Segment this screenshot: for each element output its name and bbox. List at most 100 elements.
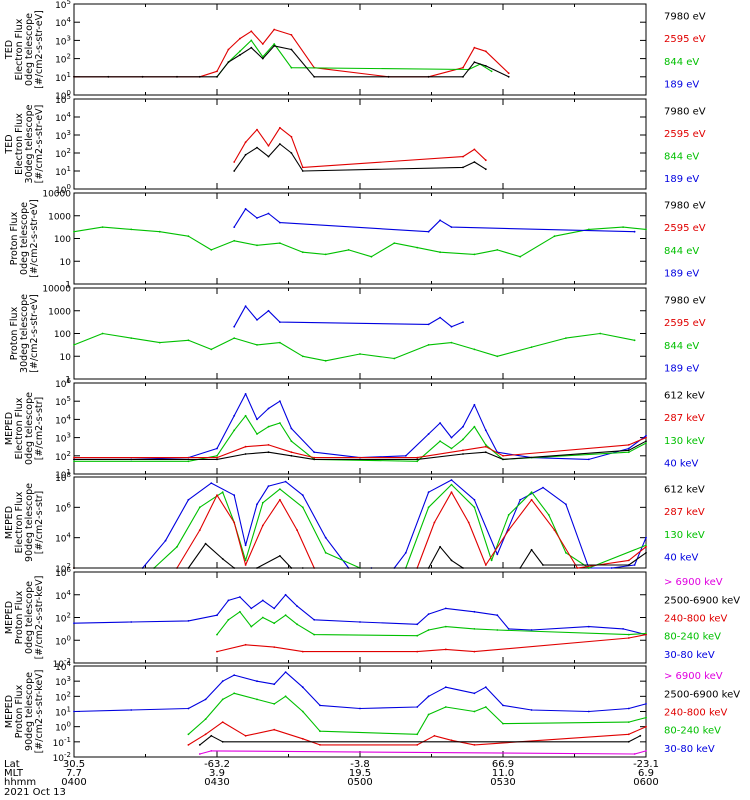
- mlt-tick-label: 19.5: [349, 768, 371, 779]
- y-tick-label: 101: [55, 468, 71, 481]
- data-point: [473, 61, 476, 64]
- data-point: [284, 593, 287, 596]
- legend-entry: 2595 eV: [664, 34, 706, 45]
- data-point: [158, 341, 161, 344]
- y-tick-exponent: 4: [67, 589, 72, 597]
- y-tick-base: 10: [53, 739, 65, 749]
- data-point: [210, 348, 213, 351]
- data-point: [450, 483, 453, 486]
- y-tick-label: 10000: [42, 285, 71, 295]
- data-point: [462, 166, 464, 169]
- data-point: [233, 521, 236, 524]
- y-tick-base: 10: [55, 637, 67, 647]
- y-tick-label: 100: [55, 183, 71, 196]
- data-point: [233, 325, 236, 328]
- data-point: [261, 57, 264, 60]
- data-point: [473, 46, 476, 49]
- data-point: [239, 37, 241, 40]
- y-tick-exponent: 2: [67, 147, 71, 155]
- data-point: [627, 721, 630, 723]
- data-point: [279, 498, 281, 501]
- ylabel-line: 90deg telescope: [24, 483, 35, 562]
- data-point: [273, 683, 276, 686]
- data-point: [324, 551, 327, 554]
- y-tick-label: 105: [55, 0, 71, 11]
- legend-entry: 7980 eV: [664, 106, 706, 117]
- y-tick-base: 10: [55, 504, 67, 514]
- mlt-tick-label: 3.9: [209, 768, 225, 779]
- data-point: [187, 460, 190, 463]
- data-point: [233, 567, 236, 569]
- data-point: [439, 440, 441, 443]
- y-tick-label: 104: [55, 589, 71, 602]
- data-point: [256, 244, 258, 247]
- y-tick-exponent: 1: [67, 71, 71, 79]
- ylabel-line: Electron Flux: [14, 397, 25, 459]
- y-tick-label: 101: [55, 706, 71, 719]
- legend-entry: 7980 eV: [664, 295, 706, 306]
- data-point: [198, 753, 201, 755]
- ylabel-line: [#/cm2-s-str-eV]: [34, 10, 45, 89]
- data-point: [244, 208, 247, 210]
- data-point: [507, 529, 510, 531]
- series-line: [199, 750, 647, 755]
- y-tick-base: 10: [55, 37, 67, 47]
- ylabel-line: [#/cm2-s-str-keV]: [34, 576, 45, 660]
- y-tick-label: 104: [55, 413, 71, 426]
- data-point: [319, 730, 321, 733]
- y-tick-label: 102: [55, 690, 71, 703]
- data-point: [273, 43, 276, 45]
- data-point: [313, 618, 316, 621]
- series-line: [233, 127, 487, 168]
- y-tick-label: 10-1: [53, 736, 71, 749]
- data-point: [284, 695, 287, 698]
- data-point: [216, 614, 218, 617]
- data-point: [427, 75, 430, 78]
- ylabel-line: Proton Flux: [14, 590, 25, 644]
- data-point: [484, 706, 487, 708]
- data-point: [261, 616, 264, 619]
- ylabel-line: Electron Flux: [14, 491, 25, 553]
- data-point: [273, 622, 276, 625]
- data-point: [507, 72, 510, 75]
- panel-frame: [73, 3, 647, 96]
- data-point: [221, 740, 224, 743]
- legend-entry: > 6900 keV: [664, 671, 723, 682]
- data-point: [427, 695, 430, 698]
- mlt-tick-label: 11.0: [492, 768, 514, 779]
- data-point: [73, 344, 75, 346]
- legend-entry: 240-800 keV: [664, 614, 728, 625]
- data-point: [284, 671, 287, 673]
- data-point: [233, 414, 236, 417]
- data-point: [261, 55, 264, 58]
- data-point: [273, 703, 276, 705]
- data-point: [301, 166, 304, 169]
- panel-frame: [73, 571, 647, 664]
- series-line: [73, 671, 647, 713]
- data-point: [216, 447, 218, 450]
- data-point: [267, 212, 270, 215]
- legend-entry: 844 eV: [664, 341, 699, 352]
- ylabel-line: 0deg telescope: [24, 392, 35, 465]
- y-tick-label: 10000: [42, 190, 71, 200]
- data-point: [279, 221, 281, 224]
- y-tick-exponent: 3: [67, 34, 71, 42]
- data-point: [627, 449, 630, 452]
- ylabel-line: 30deg telescope: [19, 294, 30, 373]
- data-point: [227, 618, 230, 621]
- data-point: [576, 567, 579, 569]
- series-line: [74, 393, 647, 460]
- data-point: [347, 249, 350, 251]
- data-point: [645, 442, 647, 444]
- data-point: [587, 228, 590, 231]
- data-point: [107, 75, 110, 78]
- legend-entry: 189 eV: [664, 80, 699, 91]
- data-point: [301, 355, 304, 358]
- legend-entry: 2500-6900 keV: [664, 595, 740, 606]
- data-point: [565, 337, 567, 339]
- data-point: [216, 633, 218, 636]
- data-point: [244, 559, 247, 562]
